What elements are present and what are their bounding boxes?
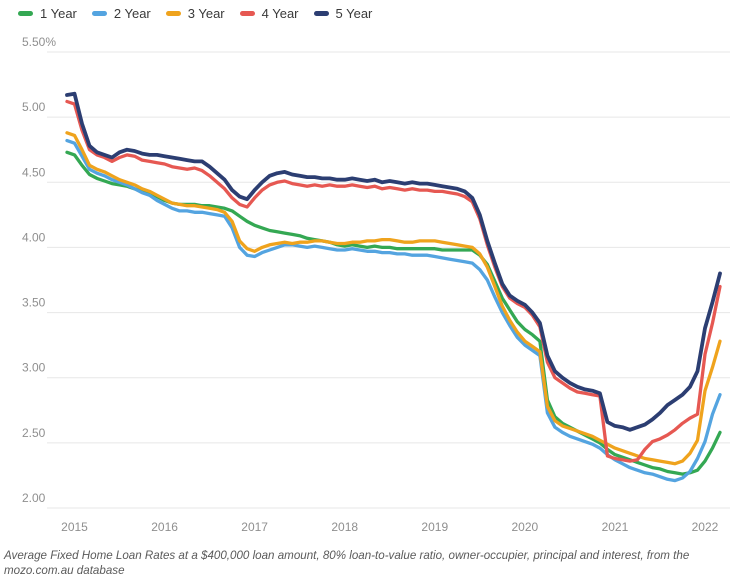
series-line-5-year (65, 91, 722, 432)
legend-label: 3 Year (187, 6, 225, 21)
legend-swatch-icon (165, 11, 181, 16)
series-lines (65, 91, 722, 483)
legend-swatch-icon (313, 11, 329, 16)
legend-item-2-year: 2 Year (91, 6, 151, 21)
chart-caption: Average Fixed Home Loan Rates at a $400,… (4, 549, 690, 578)
legend-label: 2 Year (113, 6, 151, 21)
y-axis-tick-label: 4.00 (22, 230, 46, 244)
legend-item-5-year: 5 Year (313, 6, 373, 21)
legend-label: 1 Year (40, 6, 77, 21)
legend-swatch-icon (18, 11, 33, 16)
series-line-4-year (65, 99, 722, 463)
x-axis-tick-label: 2018 (331, 520, 358, 534)
x-axis-tick-label: 2019 (421, 520, 448, 534)
chart-legend: 1 Year 2 Year 3 Year 4 Year 5 Year (18, 6, 387, 21)
y-axis-tick-label: 5.00 (22, 100, 46, 114)
legend-swatch-icon (91, 11, 107, 16)
y-axis-tick-label: 2.50 (22, 426, 46, 440)
series-line-2-year (65, 138, 722, 483)
x-axis-tick-label: 2021 (602, 520, 629, 534)
legend-label: 4 Year (261, 6, 299, 21)
legend-swatch-icon (239, 11, 255, 16)
y-axis-tick-label: 5.50% (22, 35, 56, 49)
y-axis-tick-label: 3.00 (22, 361, 46, 375)
x-axis-tick-label: 2017 (241, 520, 268, 534)
y-axis-tick-label: 2.00 (22, 491, 46, 505)
y-axis-labels: 5.50% 5.00 4.50 4.00 3.50 3.00 2.50 2.00 (22, 35, 56, 505)
x-axis-tick-label: 2015 (61, 520, 88, 534)
x-axis-tick-label: 2022 (692, 520, 719, 534)
y-axis-tick-label: 4.50 (22, 165, 46, 179)
x-axis-tick-label: 2016 (151, 520, 178, 534)
x-axis-labels: 2015 2016 2017 2018 2019 2020 2021 2022 (61, 520, 719, 534)
gridlines (47, 51, 730, 509)
x-axis-tick-label: 2020 (511, 520, 538, 534)
legend-item-4-year: 4 Year (239, 6, 299, 21)
legend-label: 5 Year (335, 6, 373, 21)
series-line-3-year (65, 131, 722, 466)
legend-item-1-year: 1 Year (18, 6, 77, 21)
y-axis-tick-label: 3.50 (22, 296, 46, 310)
legend-item-3-year: 3 Year (165, 6, 225, 21)
